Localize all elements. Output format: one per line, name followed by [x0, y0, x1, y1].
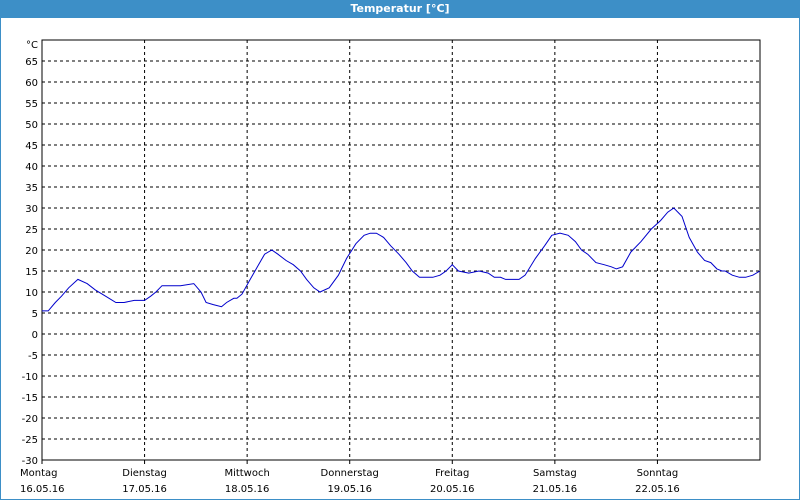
x-tick-day-label: Mittwoch [224, 468, 269, 479]
y-tick-label: 0 [32, 330, 38, 341]
chart-title: Temperatur [°C] [0, 0, 800, 18]
x-tick-date-label: 20.05.16 [430, 484, 475, 495]
y-axis-ticks: 65605550454035302520151050-5-10-15-20-25… [22, 57, 38, 467]
y-tick-label: 25 [25, 225, 38, 236]
y-tick-label: 5 [32, 309, 38, 320]
x-tick-day-label: Sonntag [637, 468, 679, 479]
y-tick-label: 30 [25, 204, 38, 215]
y-tick-label: -10 [22, 372, 38, 383]
y-tick-label: -15 [22, 393, 38, 404]
x-tick-date-label: 21.05.16 [533, 484, 578, 495]
y-tick-label: 15 [25, 267, 38, 278]
y-tick-label: 45 [25, 141, 38, 152]
y-tick-label: -20 [22, 414, 38, 425]
y-tick-label: -5 [28, 351, 38, 362]
x-tick-date-label: 19.05.16 [327, 484, 372, 495]
y-tick-label: 60 [25, 78, 38, 89]
y-axis-unit-label: °C [26, 40, 38, 51]
y-tick-label: 65 [25, 57, 38, 68]
x-axis-ticks: Montag 16.05.16 Dienstag 17.05.16 Mittwoch 18… [20, 460, 680, 495]
y-tick-label: 50 [25, 120, 38, 131]
y-tick-label: -25 [22, 435, 38, 446]
x-tick-day-label: Donnerstag [321, 468, 379, 479]
y-tick-label: 35 [25, 183, 38, 194]
x-tick-date-label: 16.05.16 [20, 484, 65, 495]
y-tick-label: -30 [22, 456, 38, 467]
x-tick-day-label: Freitag [435, 468, 469, 479]
x-tick-date-label: 18.05.16 [225, 484, 270, 495]
x-tick-day-label: Montag [20, 468, 57, 479]
y-tick-label: 20 [25, 246, 38, 257]
x-tick-date-label: 17.05.16 [122, 484, 167, 495]
plot-area [41, 39, 761, 461]
x-tick-day-label: Dienstag [122, 468, 167, 479]
temperature-series-line [42, 207, 761, 312]
y-tick-label: 10 [25, 288, 38, 299]
x-tick-day-label: Samstag [533, 468, 577, 479]
y-tick-label: 55 [25, 99, 38, 110]
grid-lines [42, 40, 760, 460]
y-tick-label: 40 [25, 162, 38, 173]
x-tick-date-label: 22.05.16 [635, 484, 680, 495]
